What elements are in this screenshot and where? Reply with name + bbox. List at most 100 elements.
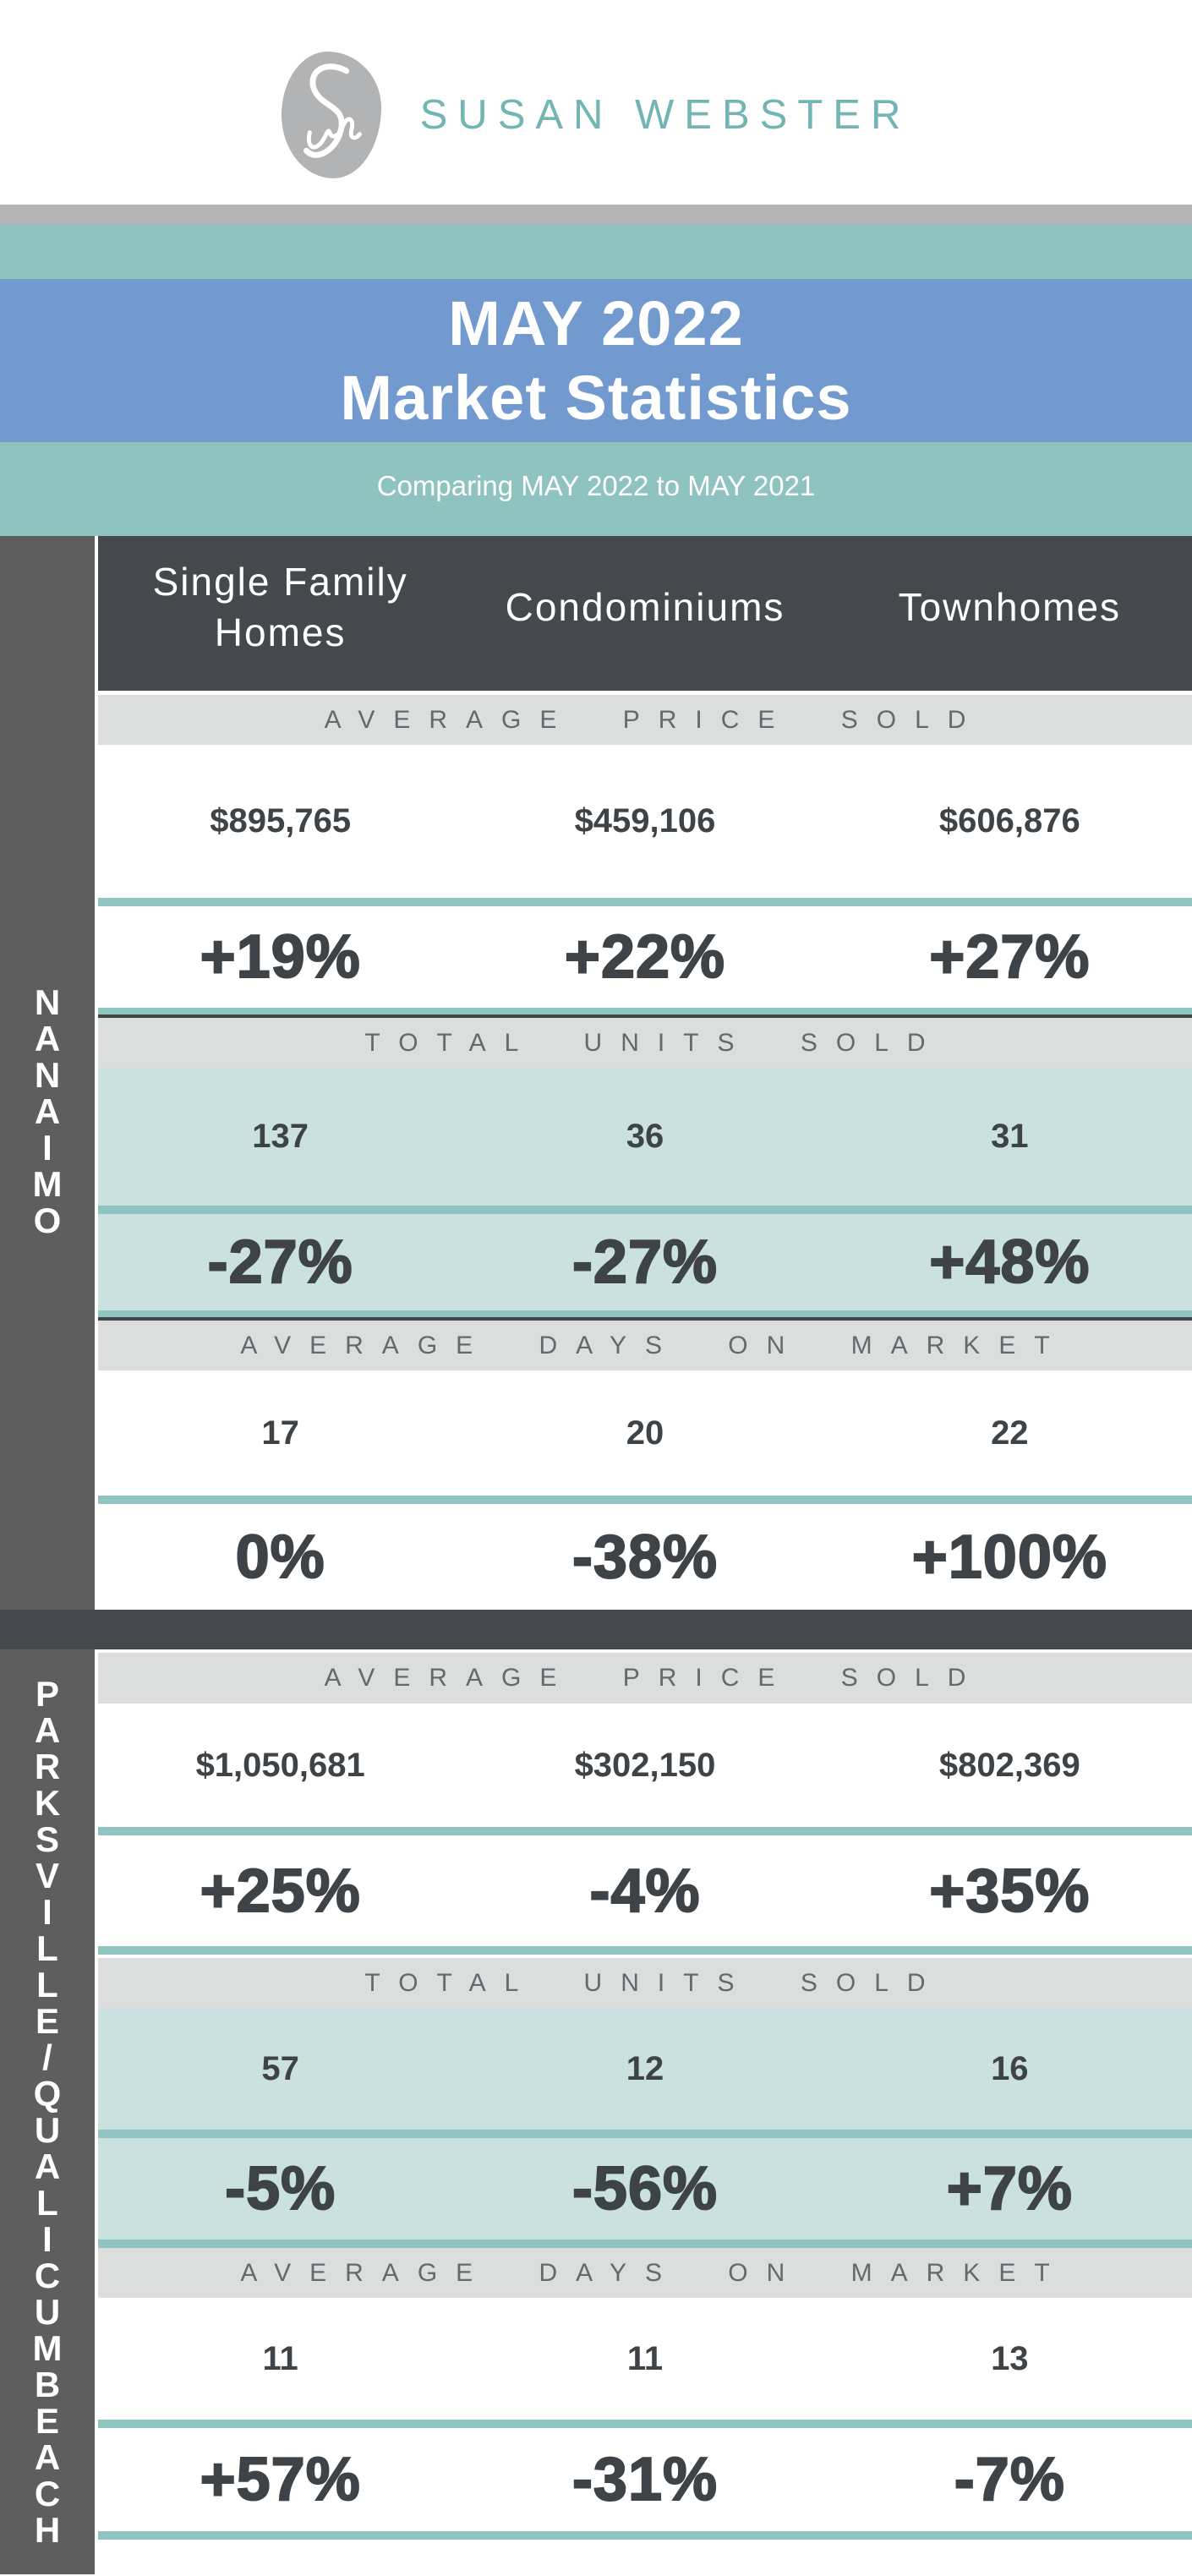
sidebar-letter: U	[34, 2110, 61, 2150]
sidebar-letter: Q	[33, 2074, 62, 2114]
sidebar-letter: A	[34, 2437, 61, 2477]
top-divider-band	[0, 205, 1192, 225]
value-row: $895,765 $459,106 $606,876	[98, 745, 1192, 898]
change-cell: -38%	[571, 1523, 719, 1592]
value-cell: 11	[262, 2339, 298, 2377]
value-row: 11 11 13	[98, 2298, 1192, 2420]
row-divider	[98, 2130, 1192, 2138]
sidebar-letter: E	[35, 2001, 59, 2041]
value-cell: 13	[991, 2339, 1029, 2377]
value-cell: $606,876	[938, 802, 1080, 840]
value-row: 57 12 16	[98, 2008, 1192, 2130]
change-cell: -56%	[571, 2154, 719, 2223]
sidebar-letter: U	[34, 2292, 61, 2332]
sidebar-letter: K	[34, 1783, 61, 1823]
change-cell: -5%	[224, 2154, 336, 2223]
row-divider	[98, 2240, 1192, 2248]
title-line2: Market Statistics	[340, 362, 852, 433]
section-label-band: AVERAGE PRICE SOLD	[98, 1653, 1192, 1704]
value-row: $1,050,681 $302,150 $802,369	[98, 1704, 1192, 1827]
change-cell: +100%	[911, 1523, 1107, 1592]
change-row: -27% -27% +48%	[98, 1214, 1192, 1310]
title-banner: MAY 2022 Market Statistics	[0, 279, 1192, 442]
section-separator	[0, 1610, 1192, 1649]
row-divider	[98, 1496, 1192, 1504]
sidebar-letter: /	[42, 2037, 52, 2077]
sidebar-letter: L	[36, 1965, 58, 2004]
change-cell: -27%	[571, 1228, 719, 1297]
sidebar-letter: N	[34, 1054, 61, 1095]
change-row: +25% -4% +35%	[98, 1835, 1192, 1946]
change-cell: +7%	[946, 2154, 1073, 2223]
change-cell: +25%	[200, 1857, 361, 1926]
row-gap	[98, 1649, 1192, 1653]
sidebar-letter: I	[42, 1127, 52, 1168]
row-divider-line	[98, 1015, 1192, 1018]
change-cell: 0%	[235, 1523, 325, 1592]
section-label-band: TOTAL UNITS SOLD	[98, 1958, 1192, 2008]
sidebar-letter: H	[34, 2510, 61, 2550]
column-header: Condominiums	[505, 584, 785, 629]
column-header-row: Single Family Homes Condominiums Townhomes	[98, 536, 1192, 691]
brand-header: SUSAN WEBSTER	[0, 51, 1192, 179]
sidebar-letter: R	[34, 1747, 61, 1786]
section-label-band: AVERAGE DAYS ON MARKET	[98, 2248, 1192, 2298]
sidebar-letter: B	[34, 2365, 61, 2404]
title-line1: MAY 2022	[448, 288, 744, 359]
sidebar-letter: C	[34, 2474, 61, 2513]
title-section: MAY 2022 Market Statistics Comparing MAY…	[0, 225, 1192, 536]
change-cell: -31%	[571, 2445, 719, 2514]
value-cell: 31	[991, 1118, 1029, 1155]
column-header: Single Family Homes	[152, 559, 408, 654]
value-cell: $895,765	[210, 802, 352, 840]
sidebar-letter: P	[35, 1674, 59, 1714]
change-cell: +19%	[200, 922, 361, 992]
sidebar-letter: S	[35, 1819, 59, 1859]
sidebar-letter: M	[32, 1163, 63, 1204]
sidebar-letter: O	[33, 1200, 62, 1240]
row-gap	[98, 691, 1192, 695]
change-cell: -4%	[588, 1857, 701, 1926]
value-cell: 16	[991, 2049, 1029, 2087]
section-label-band: AVERAGE PRICE SOLD	[98, 695, 1192, 745]
value-cell: $1,050,681	[195, 1746, 365, 1784]
value-cell: 36	[626, 1118, 664, 1155]
value-cell: 57	[261, 2049, 299, 2087]
change-cell: +27%	[928, 922, 1091, 992]
change-cell: -7%	[954, 2445, 1065, 2514]
value-cell: $459,106	[574, 802, 716, 840]
column-header: Townhomes	[898, 584, 1122, 629]
change-row: -5% -56% +7%	[98, 2138, 1192, 2240]
sidebar-letter: L	[36, 1928, 58, 1968]
brand-logo	[281, 52, 381, 178]
row-divider	[98, 1827, 1192, 1835]
sidebar-letter: C	[34, 2256, 61, 2295]
row-divider	[98, 1310, 1192, 1317]
change-row: +57% -31% -7%	[98, 2428, 1192, 2531]
sidebar-letter: I	[42, 1892, 52, 1932]
sidebar-letter: E	[35, 2401, 59, 2441]
sidebar-letter: A	[34, 1018, 61, 1058]
section-label-band: AVERAGE DAYS ON MARKET	[98, 1321, 1192, 1370]
row-divider	[98, 2420, 1192, 2428]
row-divider	[98, 898, 1192, 906]
brand-name: SUSAN WEBSTER	[419, 92, 911, 138]
row-divider-line	[98, 1317, 1192, 1321]
value-cell: 20	[626, 1414, 664, 1452]
value-row: 17 20 22	[98, 1370, 1192, 1496]
row-divider-line	[98, 1955, 1192, 1958]
value-cell: 22	[991, 1414, 1029, 1452]
sw-monogram-icon	[303, 63, 362, 158]
value-cell: 11	[626, 2339, 664, 2377]
comparison-subtitle: Comparing MAY 2022 to MAY 2021	[376, 470, 816, 501]
sidebar-letter: L	[36, 2183, 58, 2223]
sidebar-letter: I	[42, 2219, 52, 2259]
value-cell: 12	[626, 2049, 664, 2087]
value-cell: $302,150	[574, 1746, 716, 1784]
row-divider	[98, 1946, 1192, 1955]
change-cell: +57%	[200, 2445, 361, 2514]
table-content: Single Family Homes Condominiums Townhomes…	[98, 536, 1192, 2540]
section-label-band: TOTAL UNITS SOLD	[98, 1018, 1192, 1068]
